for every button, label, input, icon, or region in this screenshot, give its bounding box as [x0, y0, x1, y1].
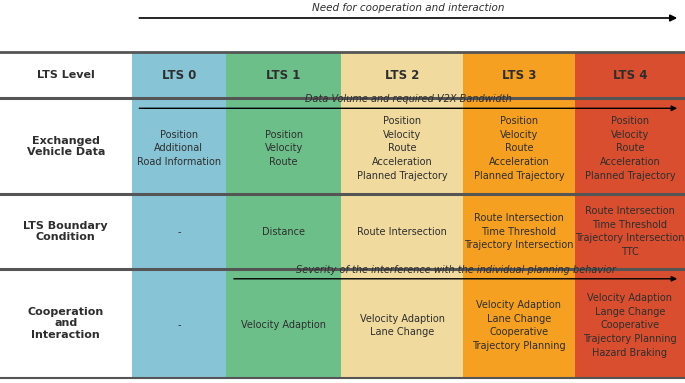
Text: Position
Additional
Road Information: Position Additional Road Information [137, 130, 221, 167]
Text: LTS 4: LTS 4 [612, 69, 647, 82]
Text: Need for cooperation and interaction: Need for cooperation and interaction [312, 3, 505, 13]
Text: Cooperation
and
Interaction: Cooperation and Interaction [27, 307, 104, 340]
Text: -: - [177, 227, 181, 237]
Bar [0, 269, 132, 378]
Text: LTS 3: LTS 3 [501, 69, 536, 82]
Text: Position
Velocity
Route: Position Velocity Route [264, 130, 303, 167]
Bar [0, 52, 132, 98]
Bar [132, 195, 226, 269]
Bar [0, 98, 132, 195]
Bar [463, 52, 575, 98]
Text: Position
Velocity
Route
Acceleration
Planned Trajectory: Position Velocity Route Acceleration Pla… [473, 116, 564, 180]
Bar [226, 52, 341, 98]
Text: Route Intersection
Time Threshold
Trajectory Intersection: Route Intersection Time Threshold Trajec… [464, 213, 573, 250]
Bar [463, 269, 575, 378]
Bar [132, 52, 226, 98]
Bar [463, 195, 575, 269]
Bar [341, 52, 463, 98]
Bar [226, 195, 341, 269]
Text: Velocity Adaption: Velocity Adaption [241, 321, 326, 331]
Bar [341, 269, 463, 378]
Bar [226, 269, 341, 378]
Bar [463, 98, 575, 195]
Bar [226, 98, 341, 195]
Text: -: - [177, 321, 181, 331]
Text: Route Intersection: Route Intersection [357, 227, 447, 237]
Text: LTS 0: LTS 0 [162, 69, 196, 82]
Text: LTS 2: LTS 2 [385, 69, 419, 82]
Bar [132, 98, 226, 195]
Text: Position
Velocity
Route
Acceleration
Planned Trajectory: Position Velocity Route Acceleration Pla… [584, 116, 675, 180]
Text: Velocity Adaption
Lange Change
Cooperative
Trajectory Planning
Hazard Braking: Velocity Adaption Lange Change Cooperati… [583, 293, 677, 358]
Text: Distance: Distance [262, 227, 305, 237]
Bar [341, 195, 463, 269]
Text: Velocity Adaption
Lane Change: Velocity Adaption Lane Change [360, 314, 445, 337]
Bar [575, 195, 685, 269]
Bar [341, 98, 463, 195]
Bar [0, 195, 132, 269]
Text: Severity of the interference with the individual planning behavior: Severity of the interference with the in… [296, 265, 615, 275]
Text: Position
Velocity
Route
Acceleration
Planned Trajectory: Position Velocity Route Acceleration Pla… [357, 116, 447, 180]
Text: Exchanged
Vehicle Data: Exchanged Vehicle Data [27, 136, 105, 157]
Text: LTS Boundary
Condition: LTS Boundary Condition [23, 221, 108, 242]
Text: Route Intersection
Time Threshold
Trajectory Intersection
TTC: Route Intersection Time Threshold Trajec… [575, 206, 684, 257]
Text: LTS Level: LTS Level [37, 70, 95, 80]
Bar [575, 52, 685, 98]
Text: LTS 1: LTS 1 [266, 69, 301, 82]
Bar [132, 269, 226, 378]
Bar [575, 98, 685, 195]
Bar [575, 269, 685, 378]
Text: Data Volume and required V2X Bandwidth: Data Volume and required V2X Bandwidth [305, 94, 512, 104]
Text: Velocity Adaption
Lane Change
Cooperative
Trajectory Planning: Velocity Adaption Lane Change Cooperativ… [472, 300, 566, 351]
